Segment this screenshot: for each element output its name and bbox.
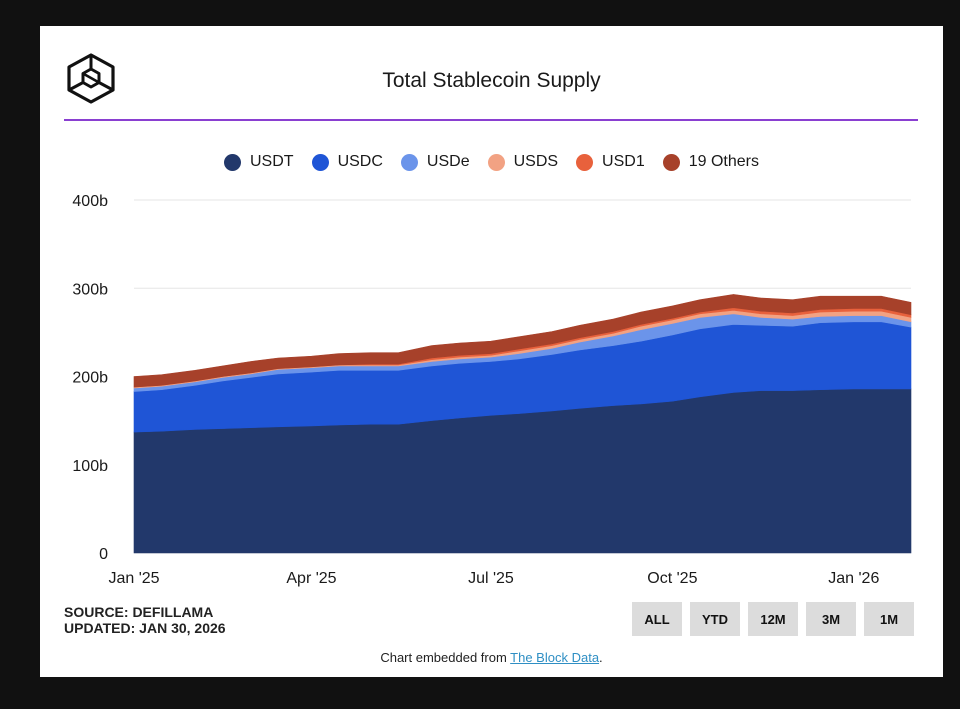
legend-item-usdt[interactable]: USDT [224, 153, 294, 171]
x-tick-label: Apr '25 [286, 570, 336, 587]
legend-label: USD1 [602, 153, 645, 170]
embed-suffix: . [599, 650, 603, 665]
chart-title: Total Stablecoin Supply [382, 69, 601, 92]
legend-label: 19 Others [688, 153, 759, 170]
source-note: SOURCE: DEFILLAMA UPDATED: JAN 30, 2026 [64, 604, 226, 636]
embed-note: Chart embedded from The Block Data. [40, 650, 943, 665]
area-series-19-others[interactable] [133, 294, 912, 388]
chart-legend: USDT USDC USDe USDS USD1 19 Others [40, 153, 943, 171]
legend-swatch [400, 153, 418, 171]
legend-item-usde[interactable]: USDe [400, 153, 470, 171]
chart-card: Total Stablecoin Supply USDT USDC USDe USDS… [40, 26, 943, 677]
y-tick-label: 0 [99, 546, 108, 563]
range-button-all[interactable]: ALL [632, 602, 682, 636]
legend-label: USDe [426, 153, 470, 170]
legend-item-19-others[interactable]: 19 Others [662, 153, 759, 171]
range-selector: ALL YTD 12M 3M 1M [632, 602, 914, 636]
legend-swatch [576, 153, 594, 171]
cube-logo-icon [67, 53, 115, 104]
range-button-1m[interactable]: 1M [864, 602, 914, 636]
legend-swatch [224, 153, 241, 171]
legend-swatch [311, 153, 329, 171]
x-tick-label: Jan '26 [828, 570, 879, 587]
range-button-ytd[interactable]: YTD [690, 602, 740, 636]
y-tick-label: 100b [72, 458, 108, 475]
embed-prefix: Chart embedded from [380, 650, 511, 665]
stacked-area-chart: 0 100b 200b 300b 400b Jan '25 Apr '25 Jul '25 Oc… [72, 193, 912, 587]
x-tick-label: Jul '25 [468, 570, 514, 587]
y-tick-label: 300b [72, 281, 108, 298]
source-line: SOURCE: DEFILLAMA [64, 604, 214, 620]
legend-label: USDS [513, 153, 559, 170]
legend-item-usds[interactable]: USDS [487, 153, 559, 171]
range-button-12m[interactable]: 12M [748, 602, 798, 636]
y-tick-label: 400b [72, 193, 108, 210]
legend-item-usdc[interactable]: USDC [311, 153, 383, 171]
title-divider [64, 119, 918, 121]
legend-item-usd1[interactable]: USD1 [576, 153, 645, 171]
legend-label: USDT [250, 153, 294, 170]
y-tick-label: 200b [72, 370, 108, 387]
legend-label: USDC [337, 153, 383, 170]
legend-swatch [487, 153, 505, 171]
legend-swatch [662, 153, 680, 171]
x-tick-label: Oct '25 [647, 570, 697, 587]
updated-line: UPDATED: JAN 30, 2026 [64, 620, 226, 636]
the-block-data-link[interactable]: The Block Data [510, 650, 600, 665]
x-tick-label: Jan '25 [108, 570, 159, 587]
range-button-3m[interactable]: 3M [806, 602, 856, 636]
